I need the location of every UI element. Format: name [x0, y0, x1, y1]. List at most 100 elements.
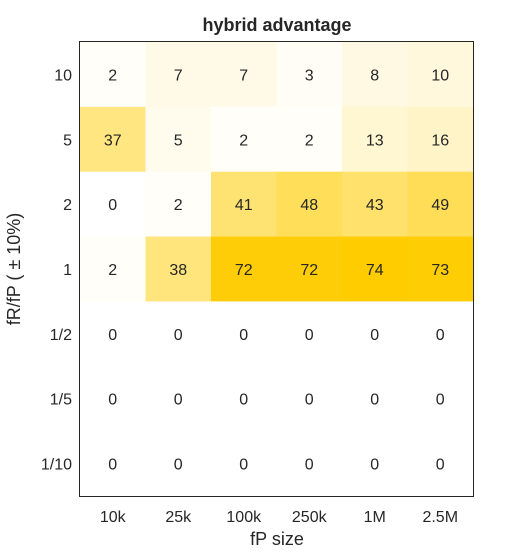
heatmap-cell — [276, 42, 343, 108]
cell-value-label: 7 — [239, 67, 248, 84]
cell-value-label: 73 — [431, 262, 449, 279]
cell-value-label: 0 — [108, 327, 117, 344]
y-tick-label: 1/5 — [50, 392, 72, 409]
cell-value-label: 72 — [235, 262, 253, 279]
cell-value-label: 74 — [366, 262, 384, 279]
cell-value-label: 2 — [108, 67, 117, 84]
cell-value-label: 0 — [436, 327, 445, 344]
heatmap-cell — [407, 366, 474, 432]
y-tick-label: 1 — [63, 262, 72, 279]
cell-value-label: 72 — [300, 262, 318, 279]
cell-value-label: 41 — [235, 197, 253, 214]
cell-value-label: 0 — [436, 392, 445, 409]
cell-value-label: 0 — [370, 457, 379, 474]
heatmap-cell — [276, 236, 343, 302]
heatmap-cell — [211, 42, 277, 108]
plot-frame — [79, 41, 474, 497]
cell-value-label: 0 — [239, 327, 248, 344]
cell-value-label: 0 — [174, 327, 183, 344]
chart-title: hybrid advantage — [202, 15, 351, 35]
heatmap-cell — [407, 106, 474, 173]
heatmap-cell — [211, 431, 277, 497]
heatmap-cell — [211, 301, 277, 367]
y-tick-label: 1/10 — [41, 457, 72, 474]
heatmap-cell — [342, 366, 408, 432]
heatmap-cell — [80, 42, 146, 108]
heatmap-cell — [342, 42, 408, 108]
heatmap-cell — [80, 106, 146, 173]
heatmap-cell — [145, 42, 212, 108]
heatmap-cell — [145, 106, 212, 173]
x-axis-label: fP size — [250, 529, 304, 549]
cell-value-label: 37 — [104, 132, 122, 149]
cell-value-label: 48 — [300, 197, 318, 214]
cell-value-label: 0 — [305, 457, 314, 474]
heatmap-cell — [211, 366, 277, 432]
heatmap-cell — [407, 171, 474, 238]
heatmap-cell — [276, 171, 343, 238]
cell-value-label: 3 — [305, 67, 314, 84]
heatmap-cell — [342, 106, 408, 173]
x-tick-label: 2.5M — [422, 509, 458, 526]
cell-value-label: 43 — [366, 197, 384, 214]
cell-value-label: 0 — [305, 327, 314, 344]
y-tick-label: 10 — [54, 67, 72, 84]
x-tick-label: 10k — [100, 509, 127, 526]
x-tick-label: 250k — [292, 509, 328, 526]
cell-value-label: 2 — [174, 197, 183, 214]
heatmap-cell — [211, 236, 277, 302]
y-axis-label: fR/fP ( ± 10%) — [4, 213, 24, 326]
heatmap-cell — [211, 106, 277, 173]
cell-value-label: 8 — [370, 67, 379, 84]
cell-value-label: 0 — [174, 392, 183, 409]
heatmap-cell — [342, 301, 408, 367]
y-tick-label: 2 — [63, 197, 72, 214]
heatmap-cell — [80, 171, 146, 238]
cell-value-label: 2 — [305, 132, 314, 149]
cell-value-label: 0 — [108, 197, 117, 214]
cell-value-label: 0 — [370, 327, 379, 344]
cell-value-label: 0 — [174, 457, 183, 474]
heatmap-cell — [80, 236, 146, 302]
heatmap-cell — [276, 431, 343, 497]
x-tick-label: 1M — [364, 509, 386, 526]
cell-value-label: 2 — [239, 132, 248, 149]
heatmap-cell — [342, 431, 408, 497]
heatmap-cell — [145, 171, 212, 238]
heatmap-cell — [407, 431, 474, 497]
cell-value-label: 49 — [431, 197, 449, 214]
cell-value-label: 10 — [431, 67, 449, 84]
heatmap-cell — [276, 301, 343, 367]
x-tick-label: 100k — [226, 509, 262, 526]
heatmap-cell — [276, 106, 343, 173]
heatmap-cell — [145, 236, 212, 302]
cell-value-label: 16 — [431, 132, 449, 149]
cell-value-label: 0 — [370, 392, 379, 409]
cell-value-label: 0 — [108, 392, 117, 409]
heatmap-cell — [276, 366, 343, 432]
heatmap-cells — [80, 42, 474, 497]
heatmap-cell — [145, 431, 212, 497]
heatmap-cell — [80, 366, 146, 432]
heatmap-cell — [80, 431, 146, 497]
cell-value-label: 0 — [436, 457, 445, 474]
heatmap-cell — [80, 301, 146, 367]
heatmap-cell — [211, 171, 277, 238]
cell-value-label: 0 — [305, 392, 314, 409]
cell-value-label: 38 — [169, 262, 187, 279]
heatmap-cell — [407, 301, 474, 367]
y-tick-label: 1/2 — [50, 327, 72, 344]
x-tick-label: 25k — [165, 509, 192, 526]
cell-value-label: 2 — [108, 262, 117, 279]
cell-value-label: 0 — [239, 457, 248, 474]
heatmap-cell — [342, 171, 408, 238]
y-tick-label: 5 — [63, 132, 72, 149]
heatmap-cell — [342, 236, 408, 302]
cell-value-label: 5 — [174, 132, 183, 149]
heatmap-cell — [145, 366, 212, 432]
heatmap-cell — [407, 42, 474, 108]
cell-value-label: 13 — [366, 132, 384, 149]
cell-value-label: 7 — [174, 67, 183, 84]
